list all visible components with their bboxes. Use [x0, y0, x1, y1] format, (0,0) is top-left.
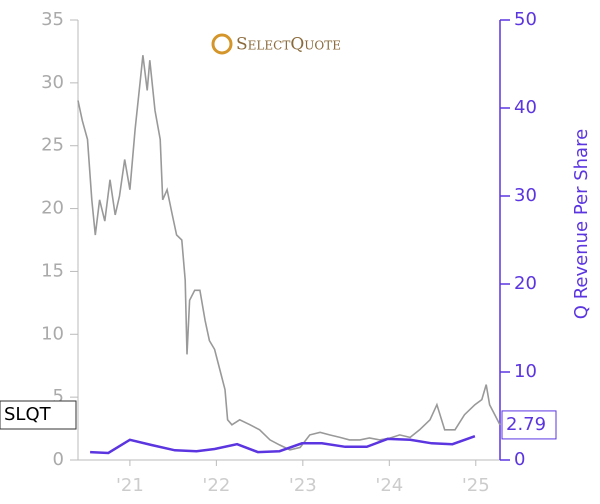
y-tick-label: 25 — [41, 135, 64, 156]
y2-tick-label: 10 — [514, 361, 537, 382]
x-tick-label: '23 — [289, 475, 317, 496]
x-tick-label: '25 — [462, 475, 490, 496]
y-tick-label: 0 — [53, 449, 64, 470]
y-tick-label: 10 — [41, 323, 64, 344]
y-tick-label: 5 — [53, 386, 64, 407]
y-tick-label: 20 — [41, 198, 64, 219]
y-tick-label: 15 — [41, 260, 64, 281]
y2-tick-label: 20 — [514, 273, 537, 294]
y-tick-label: 35 — [41, 9, 64, 30]
last-value-box — [501, 410, 557, 440]
y-tick-label: 30 — [41, 72, 64, 93]
y2-tick-label: 50 — [514, 9, 537, 30]
series-line — [90, 435, 476, 455]
x-tick-label: '21 — [116, 475, 144, 496]
y2-axis-title: Q Revenue Per Share — [571, 129, 592, 319]
y2-tick-label: 30 — [514, 185, 537, 206]
series-line — [77, 55, 501, 451]
x-tick-label: '22 — [202, 475, 230, 496]
logo: SelectQuote — [236, 35, 341, 55]
ticker-label: SLQT — [4, 404, 52, 425]
logo-icon — [211, 33, 233, 55]
x-tick-label: '24 — [375, 475, 403, 496]
y2-tick-label: 0 — [514, 449, 525, 470]
last-value-label: 2.79 — [506, 414, 546, 435]
ticker-box — [0, 400, 77, 430]
y2-tick-label: 40 — [514, 97, 537, 118]
